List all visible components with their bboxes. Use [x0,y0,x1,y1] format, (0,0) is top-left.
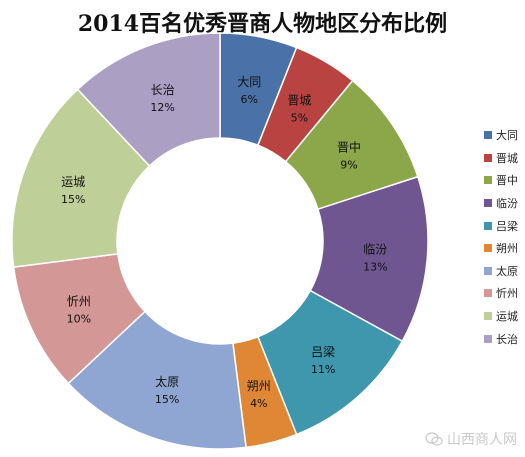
slice-value-4: 11% [311,363,335,376]
slice-label-8: 运城 [61,175,85,189]
slice-3 [309,175,429,343]
slice-value-9: 12% [150,101,174,114]
legend-label-9: 长治 [496,332,518,346]
legend-item-0: 大同 [484,124,518,147]
legend-label-7: 忻州 [496,287,518,301]
legend-swatch-1 [484,153,492,162]
legend-swatch-5 [484,244,492,253]
legend-label-6: 太原 [496,264,518,278]
legend-swatch-9 [484,334,492,343]
watermark: 山西商人网 [425,429,517,449]
legend-item-4: 吕梁 [484,214,518,237]
slice-value-6: 15% [155,393,179,406]
legend-label-0: 大同 [496,129,518,143]
wechat-icon [425,432,443,446]
legend-swatch-6 [484,266,492,275]
legend-label-8: 运城 [496,310,518,324]
slice-label-4: 吕梁 [311,344,335,359]
legend-swatch-4 [484,221,492,230]
slice-label-7: 忻州 [67,294,91,308]
legend-item-2: 晋中 [484,169,518,192]
slice-8 [11,88,151,268]
legend-swatch-2 [484,176,492,185]
legend-label-4: 吕梁 [496,219,518,233]
legend-swatch-7 [484,289,492,298]
slice-label-1: 晋城 [287,94,311,108]
legend-label-3: 临汾 [496,197,518,211]
slice-label-9: 长治 [151,83,175,97]
chart-legend: 大同晋城晋中临汾吕梁朔州太原忻州运城长治 [484,124,518,350]
legend-label-5: 朔州 [496,242,518,256]
slice-label-2: 晋中 [337,139,361,154]
legend-item-6: 太原 [484,260,518,283]
slice-value-1: 5% [291,112,308,125]
slice-value-3: 13% [363,261,387,274]
chart-title: 2014百名优秀晋商人物地区分布比例 [77,11,448,37]
watermark-text: 山西商人网 [447,432,517,448]
slice-label-0: 大同 [237,75,261,89]
legend-label-2: 晋中 [496,174,518,188]
slice-label-6: 太原 [155,374,179,389]
slice-value-8: 15% [61,193,85,206]
slice-value-0: 6% [241,93,258,106]
legend-swatch-3 [484,199,492,208]
slice-label-3: 临汾 [363,243,387,257]
slice-6 [67,310,247,450]
slice-value-5: 4% [250,397,267,410]
legend-item-5: 朔州 [484,237,518,260]
slice-value-2: 9% [340,158,357,171]
legend-item-7: 忻州 [484,282,518,305]
legend-swatch-8 [484,312,492,321]
legend-item-1: 晋城 [484,147,518,170]
legend-swatch-0 [484,131,492,140]
legend-label-1: 晋城 [496,151,518,165]
slice-label-5: 朔州 [247,378,271,393]
legend-item-8: 运城 [484,305,518,328]
slice-9 [76,32,221,167]
slice-value-7: 10% [67,312,91,325]
legend-item-3: 临汾 [484,192,518,215]
legend-item-9: 长治 [484,327,518,350]
